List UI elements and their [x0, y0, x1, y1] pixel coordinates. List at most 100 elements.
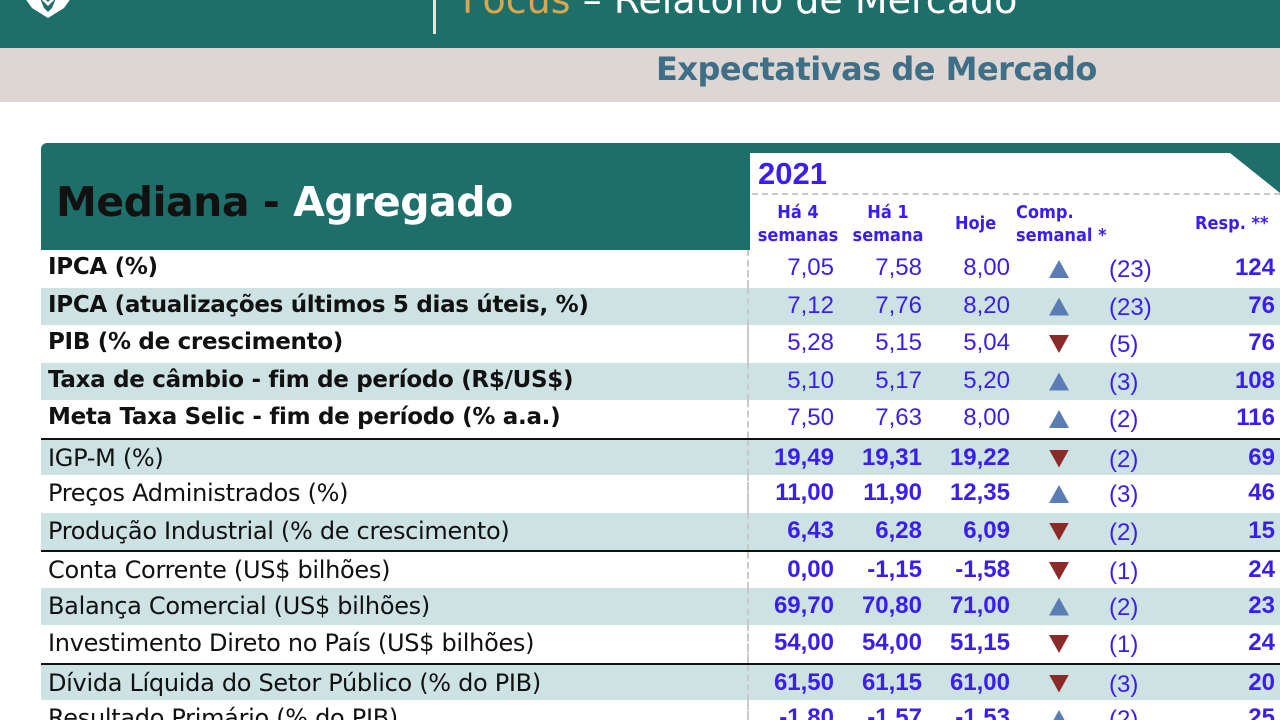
arrow-up-icon	[1049, 597, 1069, 616]
value-4-weeks: 11,00	[775, 479, 834, 506]
row-column-divider	[747, 625, 749, 663]
responses-count: 124	[1234, 254, 1275, 281]
value-today: 12,35	[949, 479, 1010, 506]
responses-count: 76	[1248, 291, 1275, 319]
value-today: -1,58	[955, 556, 1010, 583]
year-divider	[752, 193, 1280, 195]
row-column-divider	[747, 287, 749, 325]
value-4-weeks: 7,05	[787, 254, 834, 281]
arrow-down-icon	[1049, 674, 1069, 693]
weekly-change-count: (2)	[1109, 706, 1139, 720]
arrow-up-icon	[1049, 410, 1069, 428]
header-divider	[433, 0, 436, 34]
table-row: Preços Administrados (%) 11,00 11,90 12,35 (…	[41, 475, 1280, 513]
col-header-weekly-comp-line1: Comp.	[1016, 202, 1074, 223]
table-row: Taxa de câmbio - fim de período (R$/US$)…	[41, 362, 1280, 400]
weekly-change-count: (3)	[1109, 481, 1139, 508]
col-header-weekly-comp: Comp. semanal *	[1016, 201, 1107, 247]
value-1-week: 61,15	[861, 668, 922, 696]
data-table-body: IPCA (%) 7,05 7,58 8,00 (23) 124 IPCA (atualiz…	[41, 250, 1280, 720]
year-label: 2021	[758, 156, 827, 191]
responses-count: 108	[1234, 366, 1275, 394]
arrow-down-icon	[1049, 335, 1069, 353]
row-column-divider	[747, 552, 749, 588]
value-today: 6,09	[963, 516, 1010, 544]
row-label: Balança Comercial (US$ bilhões)	[48, 591, 430, 620]
table-row: IGP-M (%) 19,49 19,31 19,22 (2) 69	[41, 437, 1280, 475]
value-4-weeks: 5,28	[787, 329, 834, 356]
row-label: Meta Taxa Selic - fim de período (% a.a.…	[48, 404, 561, 430]
value-1-week: 54,00	[861, 629, 922, 656]
report-title: Focus – Relatório de Mercado	[462, 0, 1017, 22]
responses-count: 116	[1236, 404, 1275, 431]
row-label: IPCA (atualizações últimos 5 dias úteis,…	[48, 291, 589, 318]
row-column-divider	[747, 700, 749, 720]
table-row: Conta Corrente (US$ bilhões) 0,00 -1,15 -1,…	[41, 550, 1280, 588]
table-row: Produção Industrial (% de crescimento) 6,…	[41, 512, 1280, 550]
weekly-change-count: (2)	[1109, 406, 1139, 433]
col-header-4-weeks-line2: semanas	[757, 225, 839, 246]
row-label: Resultado Primário (% do PIB)	[48, 704, 398, 720]
value-4-weeks: 54,00	[773, 629, 834, 656]
table-row: Meta Taxa Selic - fim de período (% a.a.…	[41, 400, 1280, 438]
value-1-week: -1,15	[867, 556, 922, 583]
value-1-week: 7,63	[875, 404, 922, 431]
arrow-down-icon	[1049, 449, 1069, 468]
responses-count: 69	[1248, 443, 1275, 471]
row-column-divider	[747, 587, 749, 625]
row-label: IPCA (%)	[48, 254, 158, 280]
value-today: 5,04	[963, 329, 1010, 356]
arrow-down-icon	[1049, 635, 1069, 653]
row-column-divider	[747, 512, 749, 550]
row-column-divider	[747, 475, 749, 513]
col-header-1-week: Há 1 semana	[844, 201, 932, 247]
report-title-separator: –	[570, 0, 614, 22]
subtitle-band	[0, 48, 1280, 102]
col-header-weekly-comp-line2: semanal *	[1016, 225, 1107, 246]
value-4-weeks: 6,43	[787, 516, 834, 544]
value-1-week: 70,80	[861, 591, 922, 619]
report-title-main: Relatório de Mercado	[613, 0, 1018, 22]
weekly-change-count: (3)	[1109, 368, 1139, 396]
col-header-1-week-line1: Há 1	[867, 202, 909, 223]
value-1-week: 6,28	[875, 516, 922, 544]
weekly-change-count: (2)	[1109, 593, 1139, 621]
arrow-down-icon	[1049, 562, 1069, 580]
value-today: 5,20	[963, 366, 1010, 394]
responses-count: 23	[1248, 591, 1275, 619]
arrow-down-icon	[1049, 522, 1069, 541]
col-header-4-weeks-line1: Há 4	[777, 202, 819, 223]
arrow-up-icon	[1049, 260, 1069, 278]
value-1-week: 7,76	[875, 291, 922, 319]
value-1-week: 5,15	[875, 329, 922, 356]
value-1-week: 5,17	[875, 366, 922, 394]
value-4-weeks: 61,50	[773, 668, 834, 696]
row-label: Preços Administrados (%)	[48, 479, 349, 507]
row-column-divider	[747, 664, 749, 700]
weekly-change-count: (1)	[1109, 631, 1139, 658]
table-title-main: Agregado	[293, 178, 513, 226]
value-today: 71,00	[949, 591, 1010, 619]
value-4-weeks: 69,70	[773, 591, 834, 619]
col-header-4-weeks: Há 4 semanas	[752, 201, 844, 247]
value-4-weeks: 19,49	[773, 443, 834, 471]
value-4-weeks: -1,80	[779, 704, 834, 720]
weekly-change-count: (2)	[1109, 518, 1139, 546]
weekly-change-count: (2)	[1109, 445, 1139, 473]
responses-count: 20	[1248, 668, 1275, 696]
value-today: -1,53	[955, 704, 1010, 720]
weekly-change-count: (5)	[1109, 331, 1139, 358]
table-row: Balança Comercial (US$ bilhões) 69,70 70,8…	[41, 587, 1280, 625]
arrow-up-icon	[1049, 297, 1069, 316]
value-today: 8,00	[963, 254, 1010, 281]
row-column-divider	[747, 362, 749, 400]
weekly-change-count: (1)	[1109, 558, 1139, 585]
value-today: 61,00	[949, 668, 1010, 696]
value-1-week: 11,90	[863, 479, 922, 506]
row-label: Taxa de câmbio - fim de período (R$/US$)	[48, 366, 574, 393]
weekly-change-count: (23)	[1109, 293, 1152, 321]
value-today: 19,22	[949, 443, 1010, 471]
table-row: PIB (% de crescimento) 5,28 5,15 5,04 (5) 76	[41, 325, 1280, 363]
col-header-today: Hoje	[955, 213, 997, 234]
table-row: IPCA (atualizações últimos 5 dias úteis,…	[41, 287, 1280, 325]
